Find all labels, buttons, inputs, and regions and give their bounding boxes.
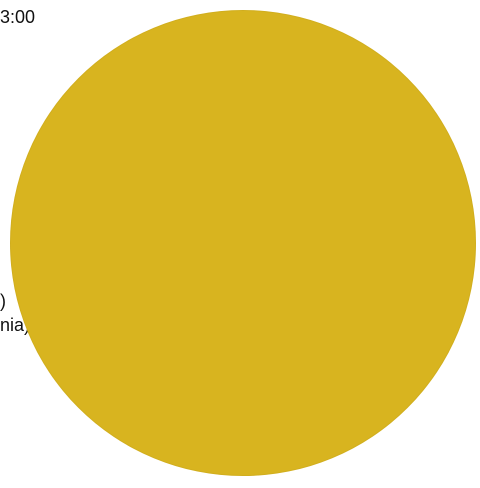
yellow-disc: [10, 10, 476, 476]
clipped-paren-text: ): [0, 291, 6, 311]
clipped-time-text: 3:00: [0, 7, 36, 27]
